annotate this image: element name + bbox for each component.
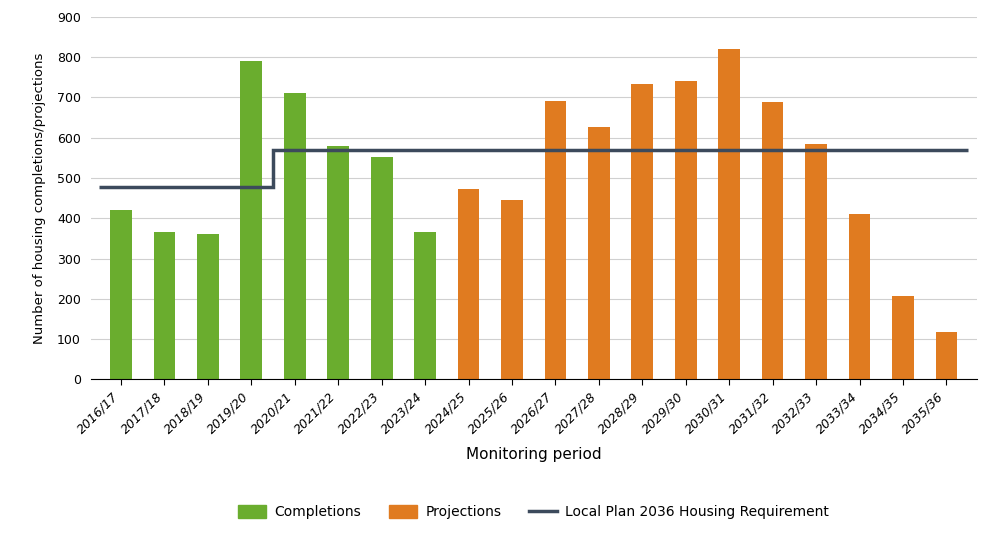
Y-axis label: Number of housing completions/projections: Number of housing completions/projection… [33,52,45,344]
Bar [414,232,436,379]
Bar [458,189,479,379]
Bar [936,332,958,379]
Bar [241,61,262,379]
Bar [154,232,175,379]
Bar [849,214,870,379]
Bar [675,81,697,379]
Bar [892,296,913,379]
Bar [371,157,393,379]
Bar [718,49,740,379]
Bar [501,200,523,379]
Bar [197,234,219,379]
Bar [588,127,609,379]
Bar [327,146,349,379]
Bar [806,144,827,379]
Bar [284,93,306,379]
Bar [110,210,132,379]
Bar [631,84,654,379]
Bar [761,102,783,379]
Legend: Completions, Projections, Local Plan 2036 Housing Requirement: Completions, Projections, Local Plan 203… [233,500,835,525]
Bar [545,102,566,379]
X-axis label: Monitoring period: Monitoring period [466,447,601,462]
